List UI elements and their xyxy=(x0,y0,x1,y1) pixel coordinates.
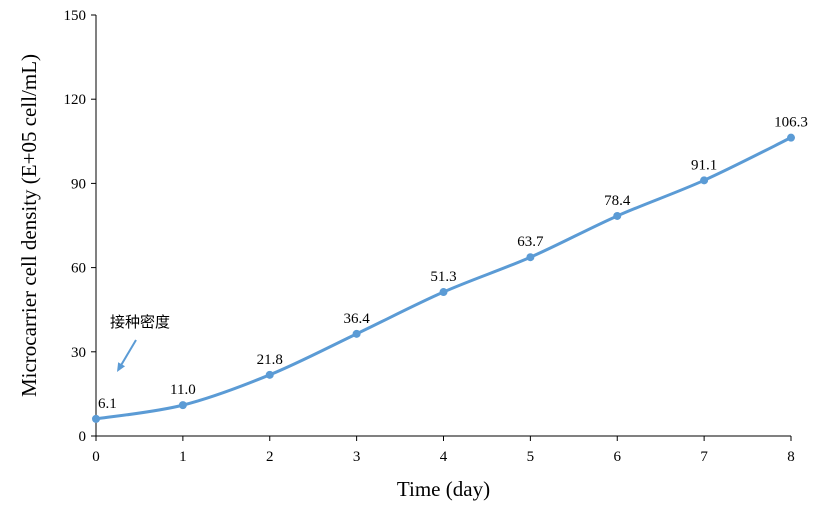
data-point xyxy=(526,253,535,262)
data-point xyxy=(92,414,100,423)
data-labels: 6.1 11.0 21.8 36.4 51.3 63.7 78.4 91.1 106.3 xyxy=(98,115,808,412)
data-point xyxy=(178,401,187,410)
data-label: 91.1 xyxy=(691,157,717,173)
data-label: 78.4 xyxy=(604,193,631,209)
y-tick-label: 90 xyxy=(71,176,86,192)
data-point xyxy=(352,329,361,338)
y-tick-label: 0 xyxy=(79,429,87,445)
x-tick-label: 7 xyxy=(700,449,708,465)
data-points xyxy=(92,133,795,423)
annotation: 接种密度 xyxy=(110,313,170,372)
x-tick-label: 2 xyxy=(266,449,274,465)
annotation-text: 接种密度 xyxy=(110,313,170,331)
x-tick-label: 0 xyxy=(92,449,100,465)
x-tick-label: 4 xyxy=(440,449,448,465)
x-tick-label: 3 xyxy=(353,449,361,465)
y-tick-label: 60 xyxy=(71,261,86,277)
data-point xyxy=(700,176,709,185)
data-label: 11.0 xyxy=(170,382,196,398)
y-axis-title: Microcarrier cell density (E+05 cell/mL) xyxy=(17,54,41,397)
x-axis-title: Time (day) xyxy=(397,477,490,501)
y-tick-label: 120 xyxy=(64,92,87,108)
data-point xyxy=(265,370,274,379)
data-point xyxy=(613,211,622,220)
axes xyxy=(91,14,792,441)
y-tick-label: 150 xyxy=(64,8,87,24)
x-tick-label: 5 xyxy=(527,449,535,465)
tick-labels: 0 30 60 90 120 150 0 1 2 3 4 5 6 7 8 xyxy=(64,8,795,465)
data-label: 6.1 xyxy=(98,396,117,412)
data-point xyxy=(787,133,795,142)
x-tick-label: 1 xyxy=(179,449,187,465)
data-point xyxy=(439,288,448,297)
y-tick-label: 30 xyxy=(71,345,86,361)
x-tick-label: 6 xyxy=(614,449,622,465)
x-tick-label: 8 xyxy=(787,449,795,465)
data-label: 63.7 xyxy=(517,234,544,250)
data-label: 106.3 xyxy=(774,115,808,131)
data-label: 21.8 xyxy=(257,352,283,368)
annotation-arrow xyxy=(119,339,137,368)
data-label: 36.4 xyxy=(344,311,371,327)
data-label: 51.3 xyxy=(430,269,456,285)
annotation-arrowhead xyxy=(117,362,126,372)
